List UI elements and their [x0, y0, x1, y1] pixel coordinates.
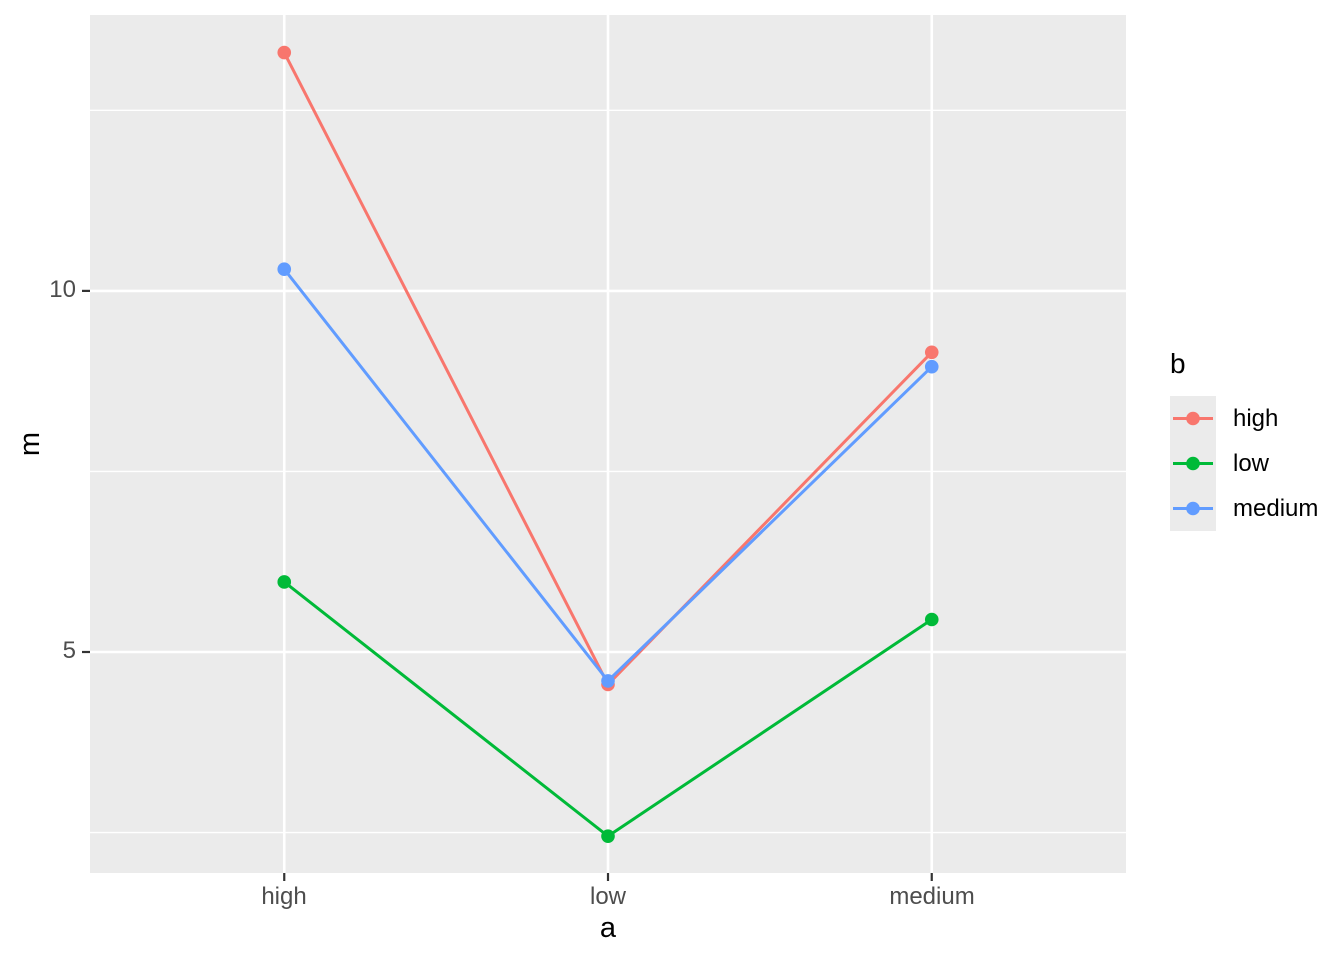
legend-label-low: low — [1233, 449, 1270, 477]
y-axis-title: m — [14, 431, 46, 457]
legend-item-medium: medium — [1170, 486, 1318, 531]
legend-label-high: high — [1233, 404, 1279, 432]
legend-label-medium: medium — [1233, 494, 1319, 522]
legend-key-low-icon — [1170, 441, 1216, 486]
y-tick-label-5: 5 — [62, 637, 76, 664]
legend-item-high: high — [1170, 396, 1318, 441]
x-tick-label-low: low — [589, 883, 627, 910]
y-tick-label-10: 10 — [49, 276, 76, 303]
legend: b high low medium — [1170, 348, 1318, 531]
legend-item-low: low — [1170, 441, 1318, 486]
x-tick-label-high: high — [261, 883, 307, 910]
x-axis-title: a — [599, 912, 617, 944]
x-tick-label-medium: medium — [889, 883, 975, 910]
legend-key-high-icon — [1170, 396, 1216, 441]
legend-title: b — [1170, 348, 1186, 379]
legend-key-medium-icon — [1170, 486, 1216, 531]
